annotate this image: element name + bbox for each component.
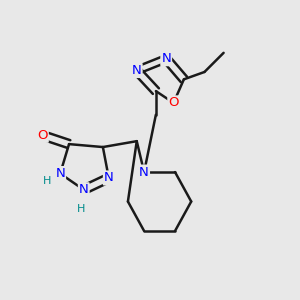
Text: N: N [139,166,149,178]
Text: N: N [55,167,65,180]
Text: H: H [43,176,51,186]
Text: O: O [168,96,179,110]
Text: O: O [37,129,48,142]
Text: N: N [132,64,142,77]
Text: N: N [161,52,171,65]
Text: N: N [79,183,88,196]
Text: N: N [104,172,114,184]
Text: H: H [76,204,85,214]
